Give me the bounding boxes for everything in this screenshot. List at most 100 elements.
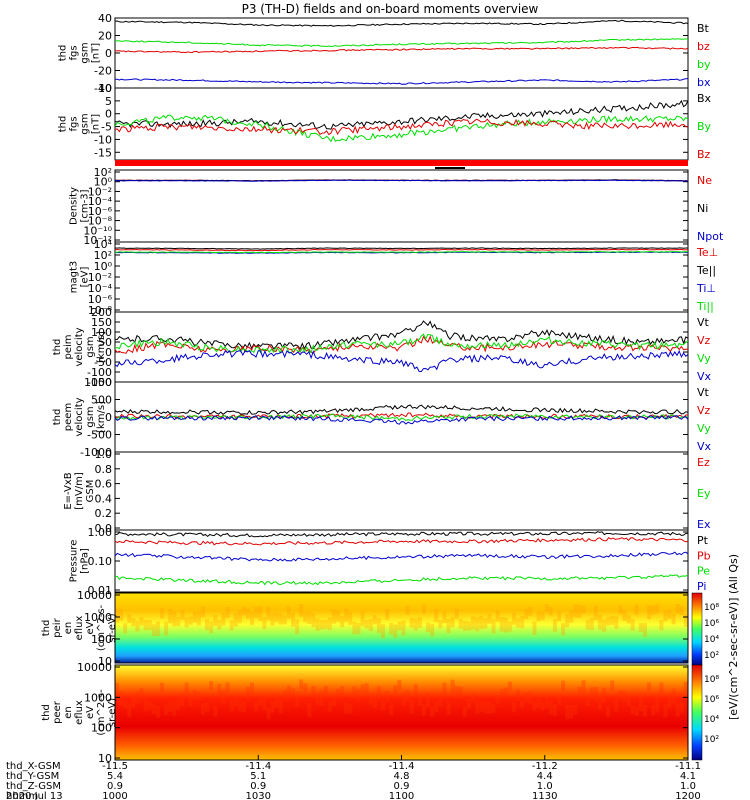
heatmap-cell: [679, 701, 684, 713]
heatmap-cell: [336, 610, 341, 622]
heatmap-cell: [188, 694, 193, 707]
heatmap-cell: [630, 619, 635, 631]
heatmap-cell: [266, 606, 271, 621]
heatmap-cell: [475, 700, 480, 714]
y-tick-label: -1000: [80, 446, 112, 459]
legend-entry: Bz: [697, 148, 711, 161]
status-marker: [435, 167, 465, 169]
heatmap-cell: [569, 609, 574, 623]
y-tick-label: 10⁻¹²: [83, 234, 112, 247]
series-line-Vt: [114, 404, 689, 415]
y-tick-label: 0.01: [88, 584, 113, 597]
series-line-Bt: [114, 19, 689, 27]
heatmap-cell: [356, 689, 361, 701]
heatmap-cell: [176, 617, 181, 627]
heatmap-cell: [557, 611, 562, 622]
heatmap-cell: [446, 702, 451, 716]
y-axis-label: magt3: [69, 261, 80, 294]
heatmap-cell: [368, 619, 373, 632]
heatmap-cell: [196, 611, 201, 626]
heatmap-cell: [454, 686, 459, 699]
heatmap-cell: [442, 611, 447, 624]
y-tick-label: -20: [94, 65, 112, 78]
heatmap-cell: [229, 620, 234, 631]
heatmap-cell: [471, 692, 476, 702]
y-axis-label: thd: [52, 409, 63, 426]
x-axis-tick-label: 0.9: [107, 781, 123, 792]
x-axis-tick-label: 1100: [389, 791, 414, 800]
heatmap-cell: [360, 611, 365, 627]
heatmap-cell: [344, 608, 349, 622]
heatmap-cell: [516, 689, 521, 702]
y-tick-label: 10⁰: [94, 260, 113, 273]
legend-entry: By: [697, 120, 712, 133]
heatmap-cell: [381, 624, 386, 639]
heatmap-cell: [552, 704, 557, 717]
legend-entry: Ez: [697, 456, 710, 469]
series-line-bz: [114, 46, 689, 54]
heatmap-cell: [491, 619, 496, 634]
heatmap-cell: [524, 608, 529, 620]
x-axis-row-label: thd_X-GSM: [6, 761, 61, 772]
x-axis-row-label: thd_Z-GSM: [6, 781, 61, 792]
heatmap-electron_spectrogram: [115, 665, 688, 760]
heatmap-cell: [364, 620, 369, 629]
heatmap-cell: [352, 621, 357, 635]
x-axis-tick-label: 0.9: [394, 781, 410, 792]
heatmap-cell: [217, 683, 222, 695]
heatmap-cell: [135, 691, 140, 704]
heatmap-cell: [266, 706, 271, 720]
heatmap-cell: [327, 617, 332, 630]
heatmap-cell: [512, 613, 517, 625]
plot-title: P3 (TH-D) fields and on-board moments ov…: [242, 2, 539, 16]
y-tick-label: 10⁻²: [88, 271, 112, 284]
series-line-Bz: [114, 118, 689, 136]
heatmap-cell: [233, 697, 238, 707]
heatmap-cell: [372, 614, 377, 625]
heatmap-cell: [200, 703, 205, 715]
heatmap-cell: [499, 689, 504, 698]
heatmap-cell: [303, 612, 308, 623]
heatmap-cell: [319, 690, 324, 706]
heatmap-cell: [237, 700, 242, 711]
heatmap-cell: [237, 610, 242, 624]
panel-ion_spectrogram: 10000 1000 100 10 thd peir en eflux eV (cm^2-s-sr…: [41, 589, 689, 668]
heatmap-cell: [642, 705, 647, 717]
y-axis-label: eV: [85, 706, 96, 719]
heatmap-cell: [196, 691, 201, 701]
heatmap-cell: [540, 611, 545, 621]
y-tick-label: 0.6: [95, 478, 113, 491]
heatmap-cell: [254, 701, 259, 712]
heatmap-cell: [397, 679, 402, 690]
y-tick-label: 10²: [94, 166, 112, 179]
heatmap-cell: [254, 606, 259, 618]
heatmap-cell: [540, 702, 545, 711]
heatmap-cell: [290, 612, 295, 627]
legend-entry: Ex: [697, 518, 711, 531]
heatmap-cell: [495, 610, 500, 622]
heatmap-cell: [147, 701, 152, 711]
heatmap-cell: [557, 694, 562, 706]
heatmap-cell: [192, 611, 197, 623]
heatmap-cell: [123, 700, 128, 709]
heatmap-cell: [340, 616, 345, 628]
heatmap-cell: [233, 613, 238, 627]
y-tick-label: 0.10: [88, 555, 113, 568]
heatmap-cell: [528, 691, 533, 704]
y-tick-label: 10⁻⁴: [88, 282, 113, 295]
legend-entry: bx: [697, 76, 711, 89]
heatmap-cell: [286, 685, 291, 700]
legend-entry: Pb: [697, 549, 711, 562]
heatmap-cell: [221, 689, 226, 704]
legend-entry: Pi: [697, 580, 706, 593]
heatmap-cell: [344, 702, 349, 714]
heatmap-cell: [385, 691, 390, 703]
heatmap-cell: [458, 618, 463, 629]
heatmap-cell: [376, 618, 381, 634]
heatmap-cell: [413, 618, 418, 631]
heatmap-cell: [147, 620, 152, 631]
legend-entry: Ti⊥: [696, 282, 716, 295]
heatmap-cell: [548, 700, 553, 715]
heatmap-cell: [544, 696, 549, 709]
heatmap-cell: [655, 698, 660, 713]
